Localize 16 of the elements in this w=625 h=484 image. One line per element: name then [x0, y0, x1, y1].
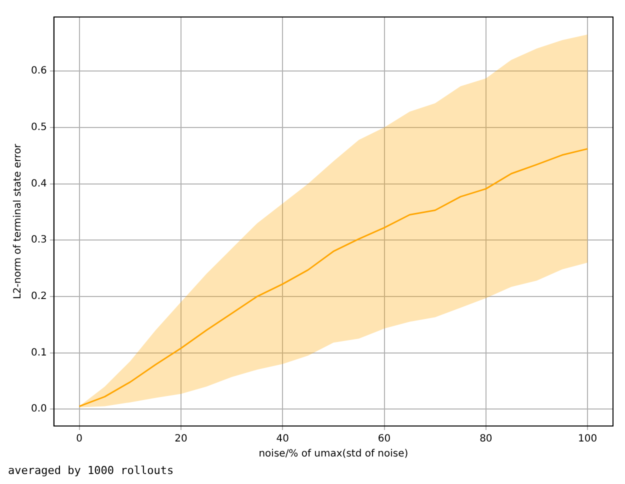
- x-tick-label: 40: [276, 434, 289, 445]
- y-tick-label: 0.2: [30, 291, 47, 302]
- y-tick-label: 0.3: [30, 234, 47, 246]
- y-axis-title: L2-norm of terminal state error: [12, 142, 24, 300]
- x-tick-label: 0: [76, 434, 83, 445]
- y-tick-label: 0.0: [30, 404, 47, 415]
- x-axis-title: noise/% of umax(std of noise): [258, 448, 408, 460]
- y-tick-label: 0.5: [30, 122, 47, 134]
- x-tick-label: 80: [480, 434, 492, 445]
- x-tick-label: 20: [174, 434, 188, 445]
- x-tick-label: 60: [378, 434, 391, 445]
- x-tick-label: 100: [578, 434, 598, 445]
- y-tick-label: 0.4: [30, 178, 47, 190]
- y-tick-label: 0.1: [30, 347, 47, 358]
- text: averaged by 1000 rollouts: [8, 464, 175, 477]
- y-tick-label: 0.6: [30, 66, 47, 77]
